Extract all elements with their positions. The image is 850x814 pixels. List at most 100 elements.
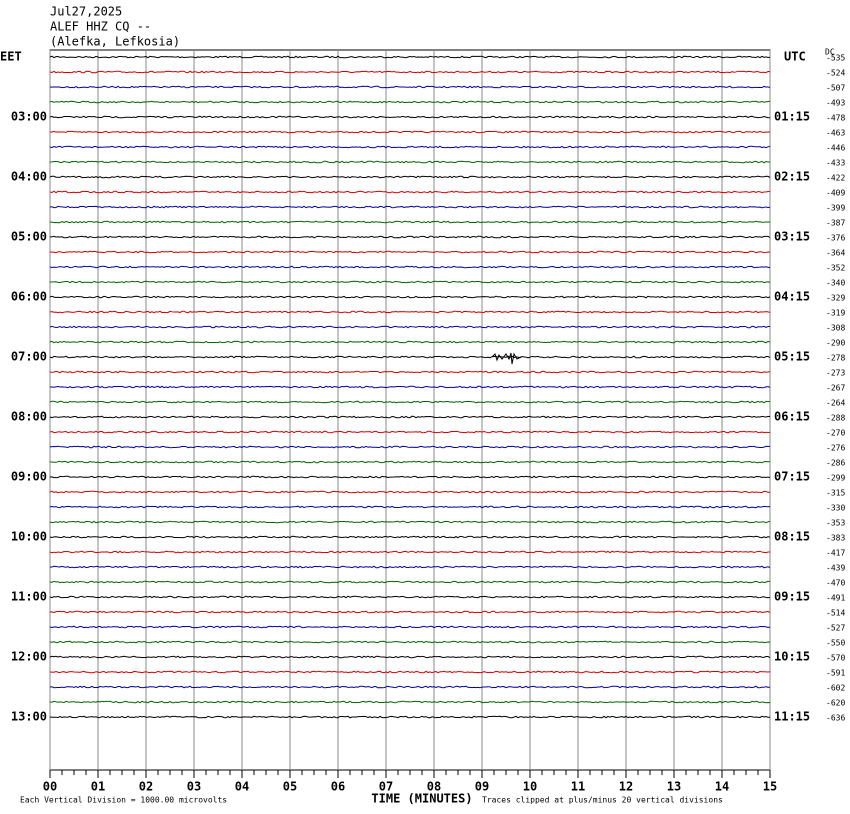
dc-value: -288 <box>826 414 845 423</box>
left-time-label: 12:00 <box>11 650 47 664</box>
trace <box>49 655 771 659</box>
dc-value: -602 <box>826 684 845 693</box>
trace <box>49 340 771 344</box>
x-tick-label: 00 <box>43 780 57 794</box>
dc-value: -276 <box>826 444 845 453</box>
dc-value: -409 <box>826 189 845 198</box>
trace <box>49 190 771 194</box>
left-time-label: 09:00 <box>11 470 47 484</box>
trace <box>49 100 771 104</box>
dc-value: -535 <box>826 54 845 63</box>
x-tick-label: 11 <box>571 780 585 794</box>
trace <box>49 250 771 254</box>
right-time-label: 09:15 <box>774 590 810 604</box>
trace <box>49 505 771 509</box>
dc-value: -527 <box>826 624 845 633</box>
trace <box>49 280 771 284</box>
left-zone: EET <box>0 50 22 64</box>
trace <box>49 265 771 269</box>
dc-value: -387 <box>826 219 845 228</box>
plot-frame <box>49 49 771 771</box>
trace <box>49 490 771 494</box>
trace <box>49 445 771 449</box>
x-tick-label: 14 <box>715 780 729 794</box>
dc-value: -507 <box>826 84 845 93</box>
trace <box>49 370 771 374</box>
trace <box>49 115 771 119</box>
trace <box>49 325 771 329</box>
dc-label: DC <box>825 48 835 57</box>
trace <box>49 520 771 524</box>
dc-value: -514 <box>826 609 845 618</box>
dc-value: -364 <box>826 249 845 258</box>
dc-value: -433 <box>826 159 845 168</box>
right-time-label: 02:15 <box>774 170 810 184</box>
left-time-label: 04:00 <box>11 170 47 184</box>
trace <box>49 415 771 419</box>
dc-value: -399 <box>826 204 845 213</box>
x-tick-label: 06 <box>331 780 345 794</box>
right-time-label: 01:15 <box>774 110 810 124</box>
trace <box>49 85 771 89</box>
right-time-label: 04:15 <box>774 290 810 304</box>
trace <box>49 145 771 149</box>
dc-value: -319 <box>826 309 845 318</box>
dc-value: -491 <box>826 594 845 603</box>
dc-value: -290 <box>826 339 845 348</box>
trace <box>49 580 771 584</box>
right-time-label: 06:15 <box>774 410 810 424</box>
trace <box>49 595 771 599</box>
trace <box>49 235 771 239</box>
right-time-label: 10:15 <box>774 650 810 664</box>
dc-value: -329 <box>826 294 845 303</box>
x-axis-label: TIME (MINUTES) <box>371 792 472 806</box>
trace <box>49 475 771 479</box>
dc-value: -446 <box>826 144 845 153</box>
left-time-label: 06:00 <box>11 290 47 304</box>
dc-value: -267 <box>826 384 845 393</box>
trace <box>49 205 771 209</box>
dc-value: -340 <box>826 279 845 288</box>
scale-note: Each Vertical Division = 1000.00 microvo… <box>20 796 227 805</box>
x-tick-label: 09 <box>475 780 489 794</box>
trace <box>49 550 771 554</box>
dc-value: -315 <box>826 489 845 498</box>
trace <box>49 70 771 74</box>
dc-value: -524 <box>826 69 845 78</box>
dc-value: -330 <box>826 504 845 513</box>
dc-value: -493 <box>826 99 845 108</box>
date: Jul27,2025 <box>50 5 122 19</box>
x-tick-label: 04 <box>235 780 249 794</box>
x-tick-label: 15 <box>763 780 777 794</box>
trace <box>49 220 770 224</box>
x-tick-label: 07 <box>379 780 393 794</box>
trace <box>49 685 771 689</box>
dc-value: -470 <box>826 579 845 588</box>
left-time-label: 05:00 <box>11 230 47 244</box>
dc-value: -422 <box>826 174 845 183</box>
right-time-label: 05:15 <box>774 350 810 364</box>
trace <box>49 700 771 704</box>
dc-value: -273 <box>826 369 845 378</box>
dc-value: -383 <box>826 534 845 543</box>
dc-value: -591 <box>826 669 845 678</box>
station: ALEF HHZ CQ -- <box>50 20 151 34</box>
trace <box>49 295 771 299</box>
dc-value: -570 <box>826 654 845 663</box>
right-time-label: 03:15 <box>774 230 810 244</box>
clip-note: Traces clipped at plus/minus 20 vertical… <box>482 796 723 805</box>
x-tick-label: 08 <box>427 780 441 794</box>
left-time-label: 07:00 <box>11 350 47 364</box>
location: (Alefka, Lefkosia) <box>50 35 180 49</box>
left-time-label: 11:00 <box>11 590 47 604</box>
trace <box>49 535 771 539</box>
right-time-label: 08:15 <box>774 530 810 544</box>
dc-value: -417 <box>826 549 845 558</box>
trace <box>49 355 771 359</box>
trace <box>49 640 771 644</box>
x-tick-label: 12 <box>619 780 633 794</box>
dc-value: -478 <box>826 114 845 123</box>
x-tick-label: 05 <box>283 780 297 794</box>
trace <box>49 400 771 404</box>
